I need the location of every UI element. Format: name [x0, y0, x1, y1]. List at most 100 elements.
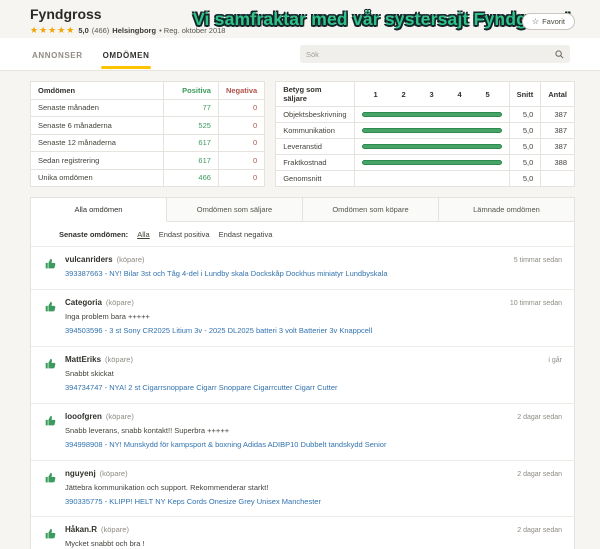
review-username[interactable]: MattEriks — [65, 354, 102, 364]
table-row: Leveranstid 5,0 387 — [275, 138, 575, 155]
thumbs-up-icon — [45, 255, 57, 280]
page-title: Fyndgross — [30, 6, 102, 22]
search-box[interactable] — [300, 45, 570, 63]
filter-label: Senaste omdömen: — [59, 230, 129, 239]
thumbs-up-icon — [45, 355, 57, 394]
reviews-panel: Senaste omdömen: Alla Endast positiva En… — [30, 222, 575, 549]
review-role: (köpare) — [101, 525, 129, 535]
review-comment: Inga problem bara +++++ — [65, 311, 150, 321]
table-row: Senaste 6 månaderna 525 0 — [30, 116, 266, 135]
review-timestamp: 10 timmar sedan — [509, 299, 562, 307]
thumbs-up-icon — [45, 469, 57, 508]
table-row: Kommunikation 5,0 387 — [275, 122, 575, 139]
review-row: vulcanriders (köpare) 393387663 - NY! Bil… — [31, 247, 574, 290]
table-row: Senaste månaden 77 0 — [30, 98, 266, 117]
col-betyg: Betyg som säljare — [275, 81, 355, 107]
review-comment: Snabbt skickat — [65, 368, 114, 378]
tab-alla-omdomen[interactable]: Alla omdömen — [30, 197, 167, 222]
col-negativa: Negativa — [217, 81, 266, 100]
favorite-star-icon: ☆ — [531, 17, 540, 26]
filter-endast-positiva[interactable]: Endast positiva — [158, 230, 210, 239]
table-row: Sedan registrering 617 0 — [30, 151, 266, 170]
tab-omdomen-som-saljare[interactable]: Omdömen som säljare — [167, 197, 303, 222]
positive-count-link[interactable]: 77 — [162, 98, 219, 117]
tab-omdomen-som-kopare[interactable]: Omdömen som köpare — [303, 197, 439, 222]
review-filter-row: Senaste omdömen: Alla Endast positiva En… — [31, 222, 574, 247]
table-row: Genomsnitt 5,0 — [275, 170, 575, 187]
tab-omdomen[interactable]: OMDÖMEN — [100, 40, 152, 69]
rating-value: 5,0 — [78, 26, 89, 35]
col-omdomen: Omdömen — [30, 81, 164, 100]
review-username[interactable]: nguyenj — [65, 468, 96, 478]
thumbs-up-icon — [45, 412, 57, 451]
tab-annonser[interactable]: ANNONSER — [32, 50, 83, 60]
rating-bar — [361, 160, 502, 165]
registered-date: • Reg. oktober 2018 — [159, 26, 226, 35]
review-role: (köpare) — [105, 297, 134, 307]
positive-count-link[interactable]: 617 — [162, 151, 219, 170]
rating-bar — [361, 112, 502, 117]
review-item-link[interactable]: 394734747 - NYA! 2 st Cigarrsnoppare Cig… — [65, 382, 338, 392]
review-comment: Mycket snabbt och bra ! — [65, 539, 145, 549]
review-timestamp: 5 timmar sedan — [513, 257, 562, 264]
rating-count[interactable]: (466) — [91, 26, 110, 35]
reviews-section: Alla omdömen Omdömen som säljare Omdömen… — [0, 193, 600, 549]
search-input[interactable] — [306, 49, 555, 59]
shop-banner-text: Vi samfraktar med vår systersajt Fyndgro… — [193, 9, 571, 29]
col-positiva: Positiva — [162, 81, 219, 100]
thumbs-up-icon — [45, 298, 57, 337]
review-row: Håkan.R (köpare) Mycket snabbt och bra ! … — [31, 517, 574, 549]
review-item-link[interactable]: 390335775 - KLIPP! HELT NY Keps Cords On… — [65, 496, 321, 506]
review-timestamp: 2 dagar sedan — [517, 413, 562, 421]
favorite-button[interactable]: ☆ Favorit — [521, 13, 575, 30]
review-row: nguyenj (köpare) Jättebra kommunikation o… — [31, 461, 574, 518]
review-username[interactable]: looofgren — [65, 411, 102, 421]
col-antal: Antal — [540, 81, 575, 107]
seller-location: Helsingborg — [112, 26, 157, 35]
review-comment: Snabb leverans, snabb kontakt!! Superbra… — [65, 425, 230, 435]
review-username[interactable]: Håkan.R — [65, 525, 98, 535]
col-snitt: Snitt — [508, 81, 542, 107]
thumbs-up-icon — [45, 525, 57, 549]
search-icon — [555, 49, 564, 58]
table-row: Fraktkostnad 5,0 388 — [275, 154, 575, 171]
filter-alla[interactable]: Alla — [137, 230, 150, 239]
review-row: MattEriks (köpare) Snabbt skickat 3947347… — [31, 347, 574, 404]
feedback-summary-table: Omdömen Positiva Negativa Senaste månade… — [30, 81, 266, 187]
profile-nav: ANNONSER OMDÖMEN — [0, 38, 600, 71]
positive-count-link[interactable]: 617 — [162, 133, 219, 152]
filter-endast-negativa[interactable]: Endast negativa — [218, 230, 273, 239]
rating-bar — [361, 128, 502, 133]
review-comment: Jättebra kommunikation och support. Reko… — [65, 482, 269, 492]
review-role: (köpare) — [116, 255, 145, 264]
profile-header: Fyndgross ★★★★★ 5,0 (466) Helsingborg • … — [0, 0, 600, 38]
review-item-link[interactable]: 393387663 - NY! Bilar 3st och Tåg 4-del … — [65, 269, 388, 278]
rating-line: ★★★★★ 5,0 (466) Helsingborg • Reg. oktob… — [30, 25, 575, 36]
table-row: Objektsbeskrivning 5,0 387 — [275, 106, 575, 123]
review-timestamp: 2 dagar sedan — [517, 470, 562, 478]
review-role: (köpare) — [105, 411, 134, 421]
review-username[interactable]: Categoria — [65, 297, 102, 307]
review-item-link[interactable]: 394998908 - NY! Munskydd för kampsport &… — [65, 439, 387, 449]
favorite-label: Favorit — [542, 17, 565, 26]
review-role: (köpare) — [105, 354, 133, 364]
review-timestamp: i går — [548, 356, 562, 364]
positive-count-link[interactable]: 525 — [162, 116, 219, 135]
star-rating-icons: ★★★★★ — [30, 25, 76, 35]
review-role: (köpare) — [99, 468, 128, 478]
table-row: Unika omdömen 466 0 — [30, 168, 266, 187]
review-tab-bar: Alla omdömen Omdömen som säljare Omdömen… — [30, 197, 575, 222]
rating-bar — [361, 144, 502, 149]
summary-section: Omdömen Positiva Negativa Senaste månade… — [0, 71, 600, 193]
review-username[interactable]: vulcanriders — [65, 255, 113, 264]
rating-scale-header: 1 2 3 4 5 — [353, 81, 510, 107]
review-row: looofgren (köpare) Snabb leverans, snabb … — [31, 404, 574, 461]
tab-lamnade-omdomen[interactable]: Lämnade omdömen — [439, 197, 575, 222]
review-timestamp: 2 dagar sedan — [517, 527, 562, 535]
table-row: Senaste 12 månaderna 617 0 — [30, 133, 266, 152]
review-row: Categoria (köpare) Inga problem bara ++++… — [31, 290, 574, 347]
review-item-link[interactable]: 394503596 - 3 st Sony CR2025 Litium 3v -… — [65, 325, 373, 335]
positive-count-link[interactable]: 466 — [162, 168, 219, 187]
seller-rating-table: Betyg som säljare 1 2 3 4 5 Snitt Antal … — [275, 81, 575, 187]
